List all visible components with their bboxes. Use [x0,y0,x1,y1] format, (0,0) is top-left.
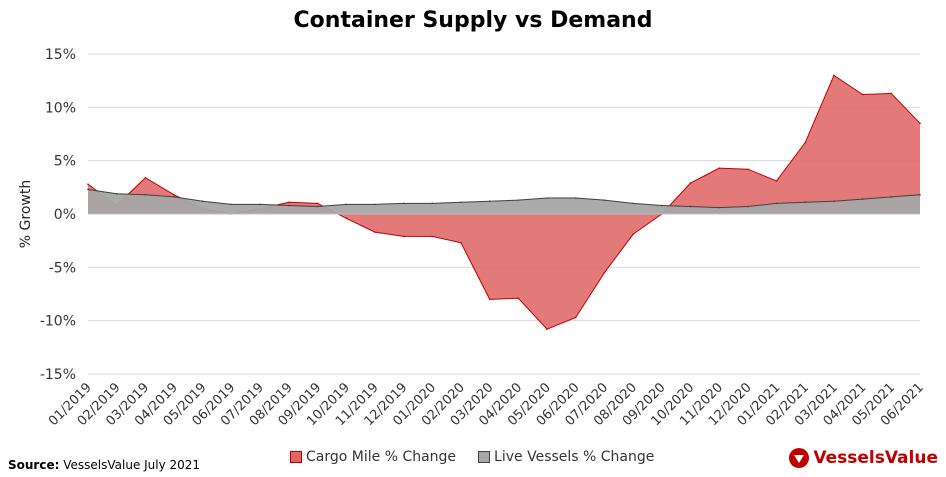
data-point-0 [374,231,376,233]
data-point-1 [890,196,893,198]
data-point-0 [775,180,778,182]
legend-item-cargo: Cargo Mile % Change [290,449,456,465]
data-point-1 [288,204,290,207]
data-point-0 [488,298,491,301]
data-point-0 [460,242,462,244]
data-point-0 [288,201,290,204]
data-point-1 [632,202,634,205]
data-point-1 [345,203,348,206]
data-point-0 [173,194,175,196]
y-tick-label: -10% [40,314,76,330]
data-point-1 [87,188,89,191]
data-point-0 [402,235,405,238]
data-point-1 [747,205,749,208]
data-point-1 [374,203,376,206]
data-point-0 [919,122,921,125]
data-point-1 [546,197,548,199]
data-point-0 [833,74,835,77]
data-point-1 [804,201,807,204]
data-point-1 [775,202,778,205]
legend-swatch-cargo [290,451,302,463]
data-point-1 [402,202,405,205]
data-point-1 [603,199,606,201]
y-tick-label: 15% [45,47,76,63]
source-note: Source: VesselsValue July 2021 [8,458,200,472]
y-tick-label: 5% [54,154,76,170]
data-point-1 [919,194,921,196]
brand-name: VesselsValue [813,448,938,468]
y-tick-label: 0% [54,207,76,223]
brand-logo: VesselsValue [789,448,938,468]
data-point-1 [460,201,462,204]
data-point-1 [718,206,720,209]
source-text: VesselsValue July 2021 [63,458,201,472]
data-point-0 [718,167,720,169]
data-point-0 [517,297,520,300]
series-area-0 [88,75,920,330]
data-point-1 [488,200,491,202]
series-line-1 [87,188,921,209]
legend: Cargo Mile % Change Live Vessels % Chang… [290,449,654,465]
source-label: Source: [8,458,60,472]
y-axis-label: % Growth [18,180,34,248]
data-point-0 [316,202,319,205]
chart-title: Container Supply vs Demand [293,8,653,33]
data-point-1 [833,200,835,202]
data-point-1 [115,192,118,195]
y-tick-label: -15% [40,367,76,383]
data-point-1 [660,204,663,207]
data-point-0 [603,271,606,274]
series-area-1 [88,189,920,214]
data-point-0 [574,316,577,319]
data-point-1 [517,199,520,201]
legend-label-vessels: Live Vessels % Change [494,449,655,465]
data-point-0 [546,328,548,331]
data-point-0 [804,141,807,144]
data-point-0 [890,92,893,95]
legend-item-vessels: Live Vessels % Change [478,449,654,465]
y-tick-label: 10% [45,100,76,116]
data-point-0 [87,183,89,185]
data-point-0 [689,182,692,184]
data-point-1 [861,198,864,200]
data-point-1 [574,197,577,199]
data-point-1 [230,203,233,206]
data-point-1 [201,200,204,202]
data-point-0 [747,168,749,170]
data-point-0 [431,235,434,238]
series-areas [87,74,921,331]
y-tick-label: -5% [49,260,76,276]
data-point-0 [632,233,634,236]
data-point-1 [316,205,319,208]
data-point-1 [173,196,175,198]
data-point-1 [144,194,147,196]
data-point-1 [259,203,261,206]
legend-swatch-vessels [478,451,491,463]
data-point-0 [345,217,348,220]
data-point-0 [861,93,864,96]
data-point-1 [689,205,692,208]
brand-mark-icon [789,448,810,468]
legend-label-cargo: Cargo Mile % Change [306,449,457,465]
data-point-1 [431,202,434,205]
data-point-0 [144,176,147,179]
